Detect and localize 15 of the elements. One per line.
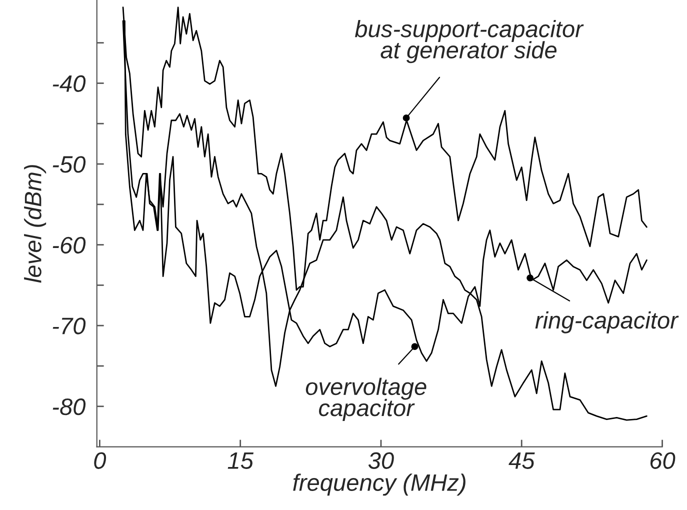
y-tick-label: -60 (52, 236, 86, 254)
x-axis-title: frequency (MHz) (293, 474, 466, 496)
x-tick-label: 0 (94, 452, 106, 469)
y-tick-label: -40 (52, 75, 86, 92)
annotation: bus-support-capacitor at generator side (354, 20, 584, 64)
y-axis-title: level (dBm) (24, 165, 46, 283)
y-tick-label: -80 (52, 398, 86, 416)
x-tick-label: 45 (508, 452, 535, 469)
x-tick-label: 30 (368, 452, 394, 469)
y-tick-label: -70 (52, 318, 86, 334)
annotation: ring-capacitor (535, 311, 679, 334)
y-tick-label: -50 (52, 156, 86, 173)
x-tick-label: 60 (650, 452, 676, 469)
annotation: overvoltage capacitor (306, 378, 426, 421)
x-tick-label: 15 (228, 452, 254, 469)
